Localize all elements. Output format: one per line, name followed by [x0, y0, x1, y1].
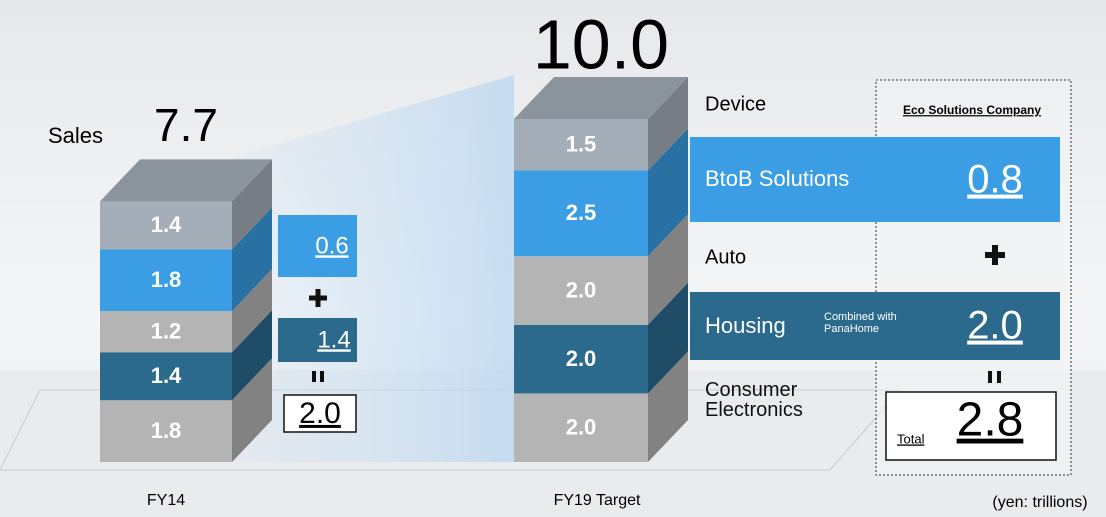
bar-side — [232, 358, 272, 462]
x-tick-label: FY14 — [147, 492, 185, 509]
plus — [985, 245, 1005, 265]
bar — [514, 324, 648, 394]
bar — [514, 170, 648, 257]
bar — [100, 249, 232, 312]
total-label: 7.7 — [154, 99, 218, 151]
bar-side — [232, 207, 272, 312]
housing-bar — [690, 292, 1060, 360]
series-label: Housing — [705, 313, 786, 338]
value-label: 1.2 — [151, 318, 182, 343]
bar — [100, 400, 232, 462]
bar-side — [648, 77, 688, 171]
unit-note: (yen: trillions) — [992, 494, 1087, 511]
fy14-total-box — [283, 394, 357, 433]
bar — [514, 119, 648, 171]
eco-total-value: 2.8 — [957, 394, 1024, 447]
value-label: 2.0 — [566, 346, 597, 371]
equals — [312, 371, 324, 382]
value-label: 1.5 — [566, 132, 597, 157]
value-label: 1.8 — [151, 418, 182, 443]
series-label: Consumer Electronics — [705, 379, 803, 421]
eco-btob-value: 0.8 — [967, 158, 1023, 202]
sales-label: Sales — [48, 123, 103, 148]
eco-total-label: Total — [897, 431, 925, 446]
fy14-btob-box — [278, 215, 357, 277]
value-label: 2.0 — [566, 277, 597, 302]
value-label: 2.0 — [566, 415, 597, 440]
fy14-btob-value: 0.6 — [315, 232, 348, 259]
eco-housing-value: 2.0 — [967, 304, 1023, 348]
housing-note: Combined with PanaHome — [824, 311, 897, 335]
fy14-housing-box — [278, 318, 357, 362]
bar — [100, 201, 232, 250]
bar-top — [514, 77, 688, 119]
total-label: 10.0 — [533, 5, 669, 83]
equals — [988, 371, 1001, 383]
bar-side — [648, 282, 688, 394]
bar — [514, 393, 648, 462]
plus — [309, 289, 327, 307]
series-label: Device — [705, 93, 766, 115]
glow — [232, 75, 514, 462]
value-label: 1.8 — [151, 267, 182, 292]
fy14-total-value: 2.0 — [299, 397, 341, 430]
eco-total-box — [885, 391, 1057, 461]
fy14-housing-value: 1.4 — [317, 326, 350, 353]
bar-side — [648, 351, 688, 462]
value-label: 2.5 — [566, 200, 597, 225]
value-label: 1.4 — [151, 212, 182, 237]
bar — [514, 256, 648, 325]
bar — [100, 352, 232, 401]
bar-side — [648, 128, 688, 257]
bar-side — [232, 310, 272, 401]
bar-side — [648, 214, 688, 325]
x-tick-label: FY19 Target — [554, 492, 641, 509]
btob-bar — [690, 137, 1060, 222]
series-label: BtoB Solutions — [705, 166, 849, 191]
bar-top — [100, 159, 272, 202]
bar-side — [232, 159, 272, 250]
series-label: Auto — [705, 246, 746, 268]
eco-title: Eco Solutions Company — [903, 103, 1041, 117]
value-label: 1.4 — [151, 363, 182, 388]
bar — [100, 311, 232, 353]
bar-side — [232, 269, 272, 353]
housing-note-box: Combined with PanaHome — [824, 311, 897, 335]
